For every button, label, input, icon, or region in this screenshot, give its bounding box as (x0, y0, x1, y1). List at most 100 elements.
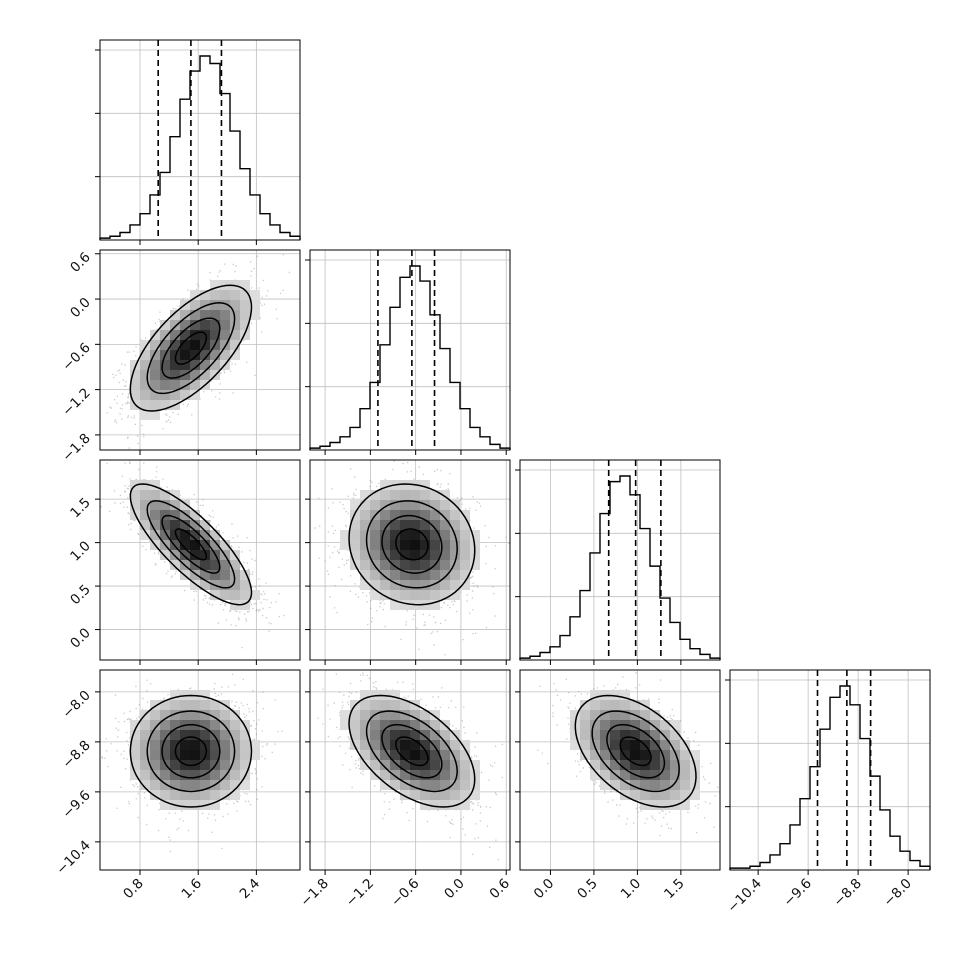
density-cell (460, 530, 470, 540)
density-cell (210, 720, 220, 730)
density-cell (140, 390, 150, 400)
density-cell (250, 300, 260, 310)
density-cell (410, 780, 420, 790)
density-cell (420, 510, 430, 520)
density-cell (360, 700, 370, 710)
density-cell (230, 710, 240, 720)
density-cell (390, 570, 400, 580)
density-cell (670, 740, 680, 750)
density-cell (390, 540, 400, 550)
density-cell (200, 720, 210, 730)
density-cell (410, 510, 420, 520)
density-cell (610, 690, 620, 700)
density-cell (630, 740, 640, 750)
density-cell (240, 730, 250, 740)
density-cell (380, 580, 390, 590)
density-cell (240, 310, 250, 320)
density-cell (380, 730, 390, 740)
density-cell (150, 480, 160, 490)
density-cell (390, 690, 400, 700)
density-cell (400, 780, 410, 790)
density-cell (210, 280, 220, 290)
density-cell (230, 790, 240, 800)
density-cell (240, 330, 250, 340)
density-cell (140, 400, 150, 410)
density-cell (180, 310, 190, 320)
density-cell (150, 380, 160, 390)
tick-label-y: 0.5 (67, 582, 94, 609)
density-cell (420, 490, 430, 500)
tick-label-x: 0.6 (487, 876, 514, 903)
density-cell (230, 570, 240, 580)
density-cell (360, 550, 370, 560)
density-cell (390, 530, 400, 540)
contour-line (348, 694, 476, 808)
density-cell (160, 530, 170, 540)
density-cell (210, 560, 220, 570)
density-cell (430, 780, 440, 790)
density-cell (430, 570, 440, 580)
density-cell (340, 720, 350, 730)
density-cell (370, 550, 380, 560)
density-cell (190, 740, 200, 750)
density-cell (580, 750, 590, 760)
density-cell (240, 320, 250, 330)
density-cell (240, 280, 250, 290)
density-cell (160, 510, 170, 520)
density-cell (650, 740, 660, 750)
density-cell (150, 700, 160, 710)
density-cell (210, 360, 220, 370)
density-cell (140, 780, 150, 790)
density-cell (210, 700, 220, 710)
density-cell (200, 540, 210, 550)
density-cell (420, 570, 430, 580)
density-cell (160, 740, 170, 750)
density-cell (460, 510, 470, 520)
contour-line (161, 723, 221, 779)
density-cell (160, 730, 170, 740)
contour-line (606, 723, 666, 779)
density-cell (370, 570, 380, 580)
density-cell (170, 760, 180, 770)
density-cell (640, 790, 650, 800)
density-cell (400, 570, 410, 580)
density-cell (350, 530, 360, 540)
density-cell (360, 720, 370, 730)
density-cell (620, 710, 630, 720)
density-cell (190, 310, 200, 320)
density-cell (430, 490, 440, 500)
density-cell (400, 790, 410, 800)
density-cell (200, 300, 210, 310)
density-cell (440, 760, 450, 770)
contour-line (591, 710, 680, 793)
density-cell (590, 760, 600, 770)
density-cell (220, 350, 230, 360)
density-cell (190, 370, 200, 380)
density-cell (130, 500, 140, 510)
density-cell (420, 780, 430, 790)
histogram-panel-1 (305, 249, 511, 455)
density-cell (200, 290, 210, 300)
density-cell (430, 500, 440, 510)
density-cell (380, 770, 390, 780)
density-cell (440, 740, 450, 750)
density-cell (220, 780, 230, 790)
density-cell (180, 360, 190, 370)
density-cell (190, 570, 200, 580)
density-cell (370, 760, 380, 770)
density-cell (190, 700, 200, 710)
density-cell (160, 520, 170, 530)
density-cell (160, 710, 170, 720)
density-cell (610, 740, 620, 750)
density-cell (620, 690, 630, 700)
density-cell (230, 720, 240, 730)
panel-content (314, 460, 510, 656)
density-cell (400, 760, 410, 770)
density-cell (400, 770, 410, 780)
density-cell (150, 520, 160, 530)
density-cell (390, 760, 400, 770)
density-cell (160, 320, 170, 330)
density-cell (440, 510, 450, 520)
density-cell (430, 530, 440, 540)
density-cell (420, 740, 430, 750)
